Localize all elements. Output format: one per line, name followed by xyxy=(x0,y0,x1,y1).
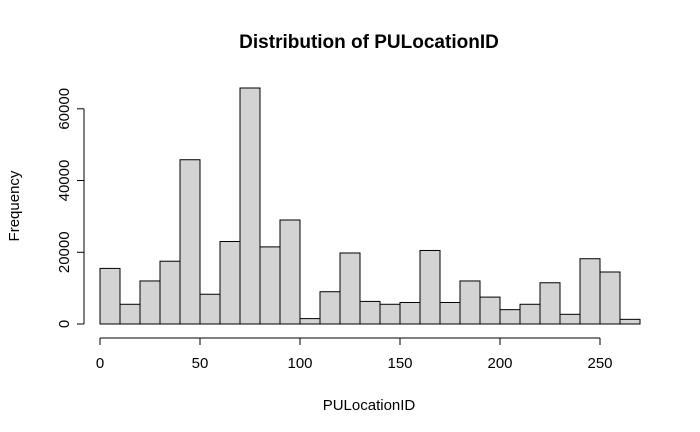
histogram-bar-90-100 xyxy=(279,219,301,325)
histogram-bar-10-20 xyxy=(119,303,141,325)
y-tick-label: 60000 xyxy=(56,88,73,130)
x-tick-label: 150 xyxy=(387,355,412,372)
x-axis: 0 50 100 150 200 250 xyxy=(96,337,613,372)
y-axis-label: Frequency xyxy=(6,170,23,241)
histogram-bar-170-180 xyxy=(439,301,461,325)
histogram-bar-200-210 xyxy=(499,309,521,325)
histogram-bar-230-240 xyxy=(559,313,581,325)
histogram-bar-220-230 xyxy=(539,282,561,325)
histogram-bar-160-170 xyxy=(419,249,441,325)
histogram-bar-260-270 xyxy=(619,318,641,325)
histogram-bar-180-190 xyxy=(459,280,481,325)
y-axis: 0 20000 40000 60000 xyxy=(56,88,85,328)
x-tick-label: 200 xyxy=(487,355,512,372)
histogram-bar-80-90 xyxy=(259,246,281,325)
histogram-bar-40-50 xyxy=(179,159,201,325)
bars-group xyxy=(99,87,641,325)
histogram-bar-120-130 xyxy=(339,252,361,325)
histogram-bar-190-200 xyxy=(479,296,501,325)
histogram-bar-210-220 xyxy=(519,303,541,325)
histogram-bar-50-60 xyxy=(199,293,221,325)
histogram-bar-60-70 xyxy=(219,241,241,325)
histogram-bar-110-120 xyxy=(319,291,341,325)
histogram-bar-20-30 xyxy=(139,280,161,325)
y-tick-label: 40000 xyxy=(56,160,73,202)
histogram-bar-250-260 xyxy=(599,271,621,325)
x-tick-label: 100 xyxy=(287,355,312,372)
histogram-bar-140-150 xyxy=(379,303,401,325)
histogram-bar-130-140 xyxy=(359,300,381,325)
histogram-bar-0-10 xyxy=(99,267,121,325)
x-axis-label: PULocationID xyxy=(323,397,416,414)
histogram-bar-100-110 xyxy=(299,318,321,325)
x-tick-label: 50 xyxy=(192,355,209,372)
y-tick-label: 20000 xyxy=(56,231,73,273)
x-tick-label: 0 xyxy=(96,355,104,372)
histogram-bar-30-40 xyxy=(159,260,181,325)
y-tick-label: 0 xyxy=(56,320,73,328)
histogram-bar-70-80 xyxy=(239,87,261,325)
x-tick-label: 250 xyxy=(587,355,612,372)
chart-title: Distribution of PULocationID xyxy=(239,32,499,53)
histogram-bar-240-250 xyxy=(579,258,601,325)
histogram-bar-150-160 xyxy=(399,301,421,325)
